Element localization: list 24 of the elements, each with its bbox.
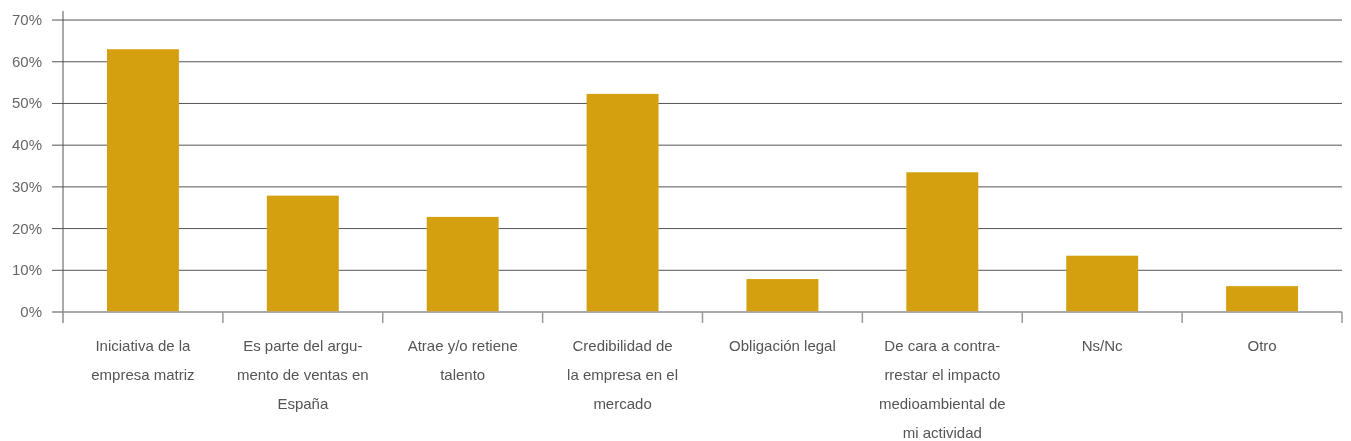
y-tick-label: 60%	[11, 52, 42, 70]
y-tick-label: 0%	[20, 303, 42, 320]
y-tick-label: 50%	[11, 94, 42, 112]
x-tick-label: Es parte del argu- mento de ventas en España	[236, 337, 369, 412]
bar	[906, 172, 979, 312]
x-tick-label: Atrae y/o retiene talento	[407, 337, 518, 383]
bar	[586, 93, 659, 312]
x-tick-label: Credibilidad de la empresa en el mercado	[567, 337, 679, 412]
x-tick-label: De cara a contra- rrestar el impacto medioambiental de mi actividad	[878, 337, 1006, 441]
bar	[1066, 255, 1139, 312]
bar	[106, 49, 179, 312]
x-tick-label: Iniciativa de la empresa matriz	[91, 337, 195, 383]
y-tick-label: 40%	[11, 136, 42, 154]
x-tick-label: Otro	[1247, 337, 1277, 354]
x-tick-label: Obligación legal	[729, 337, 836, 354]
y-tick-label: 10%	[11, 261, 42, 279]
y-tick-label: 30%	[11, 177, 42, 195]
y-tick-label: 20%	[11, 219, 42, 237]
bar	[746, 279, 819, 312]
x-tick-label: Ns/Nc	[1081, 337, 1124, 354]
y-tick-label: 70%	[11, 11, 42, 29]
bar	[1226, 286, 1299, 312]
bar	[426, 216, 499, 312]
bar	[266, 195, 339, 312]
